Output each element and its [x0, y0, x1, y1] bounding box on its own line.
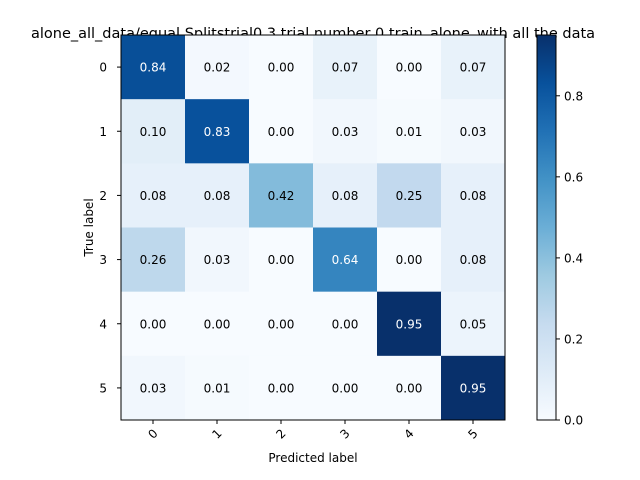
cell-value-label: 0.00: [268, 317, 295, 331]
cell-value-label: 0.08: [140, 189, 167, 203]
cell-value-label: 0.03: [460, 125, 487, 139]
heatmap-cell: [185, 291, 250, 357]
heatmap-cell: [377, 163, 442, 228]
heatmap-cell: [249, 291, 314, 357]
cell-value-label: 0.08: [204, 189, 231, 203]
x-tick-label: 0: [145, 426, 160, 441]
heatmap-cells: [121, 35, 506, 421]
x-axis-ticks: 0 1 2 3 4 5: [145, 420, 481, 442]
cell-value-label: 0.07: [332, 61, 359, 75]
heatmap-cell: [441, 35, 506, 100]
y-tick-label: 1: [99, 125, 107, 139]
cell-value-label: 0.00: [268, 61, 295, 75]
cell-value-label: 0.05: [460, 317, 487, 331]
cell-value-label: 0.07: [460, 61, 487, 75]
cell-value-label: 0.00: [396, 61, 423, 75]
heatmap-cell: [121, 163, 186, 228]
heatmap-cell: [313, 355, 378, 421]
heatmap-cell: [377, 99, 442, 164]
cell-value-label: 0.84: [140, 61, 167, 75]
cell-value-label: 0.08: [332, 189, 359, 203]
cell-value-label: 0.08: [460, 253, 487, 267]
heatmap-cell: [313, 291, 378, 357]
x-tick-label: 5: [465, 426, 480, 441]
cell-value-label: 0.00: [332, 381, 359, 395]
heatmap-cell: [441, 227, 506, 293]
cell-value-label: 0.03: [332, 125, 359, 139]
heatmap-cell: [249, 35, 314, 100]
heatmap-cell: [377, 355, 442, 421]
cell-value-label: 0.03: [140, 381, 167, 395]
y-tick-label: 2: [99, 189, 107, 203]
heatmap-cell: [249, 355, 314, 421]
heatmap-cell: [185, 163, 250, 228]
colorbar-tick-label: 0.8: [564, 89, 583, 103]
heatmap-cell-labels: 0.84 0.02 0.00 0.07 0.00 0.07 0.10 0.83 0.00 0.03…: [140, 61, 487, 396]
heatmap-cell: [313, 163, 378, 228]
heatmap-cell: [249, 227, 314, 293]
heatmap-cell: [121, 291, 186, 357]
y-axis-label: True label: [82, 198, 96, 257]
y-tick-label: 5: [99, 381, 107, 395]
x-tick-label: 4: [401, 426, 416, 441]
colorbar-tick-label: 0.0: [564, 414, 583, 428]
y-axis-ticks: 0 1 2 3 4 5: [99, 61, 121, 395]
heatmap-cell: [185, 355, 250, 421]
x-tick-label: 2: [273, 426, 288, 441]
x-tick-label: 3: [337, 426, 352, 441]
heatmap-cell: [121, 355, 186, 421]
heatmap-cell: [121, 35, 186, 100]
heatmap-cell: [441, 355, 506, 421]
cell-value-label: 0.26: [140, 253, 167, 267]
cell-value-label: 0.83: [204, 125, 231, 139]
heatmap-cell: [377, 227, 442, 293]
cell-value-label: 0.01: [204, 381, 231, 395]
x-axis-label: Predicted label: [268, 451, 357, 465]
heatmap-cell: [441, 163, 506, 228]
plot-frame: [120, 34, 506, 421]
cell-value-label: 0.02: [204, 61, 231, 75]
heatmap-cell: [185, 227, 250, 293]
heatmap-cell: [249, 163, 314, 228]
cell-value-label: 0.42: [268, 189, 295, 203]
cell-value-label: 0.95: [396, 317, 423, 331]
cell-value-label: 0.00: [332, 317, 359, 331]
heatmap-cell: [121, 99, 186, 164]
colorbar-ticks: 0.0 0.2 0.4 0.6 0.8: [556, 89, 583, 428]
cell-value-label: 0.10: [140, 125, 167, 139]
colorbar-tick-label: 0.4: [564, 251, 583, 265]
colorbar-tick-label: 0.2: [564, 332, 583, 346]
cell-value-label: 0.95: [460, 381, 487, 395]
x-tick-label: 1: [209, 426, 224, 441]
cell-value-label: 0.01: [396, 125, 423, 139]
heatmap-cell: [185, 99, 250, 164]
cell-value-label: 0.00: [268, 381, 295, 395]
heatmap-cell: [313, 99, 378, 164]
colorbar-tick-label: 0.6: [564, 170, 583, 184]
cell-value-label: 0.00: [204, 317, 231, 331]
cell-value-label: 0.00: [268, 253, 295, 267]
cell-value-label: 0.00: [396, 253, 423, 267]
heatmap-cell: [441, 99, 506, 164]
heatmap-cell: [249, 99, 314, 164]
heatmap-cell: [121, 227, 186, 293]
heatmap-cell: [377, 35, 442, 100]
y-tick-label: 4: [99, 317, 107, 331]
heatmap-cell: [377, 291, 442, 357]
cell-value-label: 0.00: [268, 125, 295, 139]
heatmap-cell: [441, 291, 506, 357]
colorbar: [536, 34, 557, 421]
y-tick-label: 0: [99, 61, 107, 75]
cell-value-label: 0.00: [396, 381, 423, 395]
heatmap-cell: [313, 35, 378, 100]
cell-value-label: 0.25: [396, 189, 423, 203]
cell-value-label: 0.08: [460, 189, 487, 203]
cell-value-label: 0.64: [332, 253, 359, 267]
heatmap-cell: [313, 227, 378, 293]
heatmap-cell: [185, 35, 250, 100]
y-tick-label: 3: [99, 253, 107, 267]
cell-value-label: 0.03: [204, 253, 231, 267]
cell-value-label: 0.00: [140, 317, 167, 331]
